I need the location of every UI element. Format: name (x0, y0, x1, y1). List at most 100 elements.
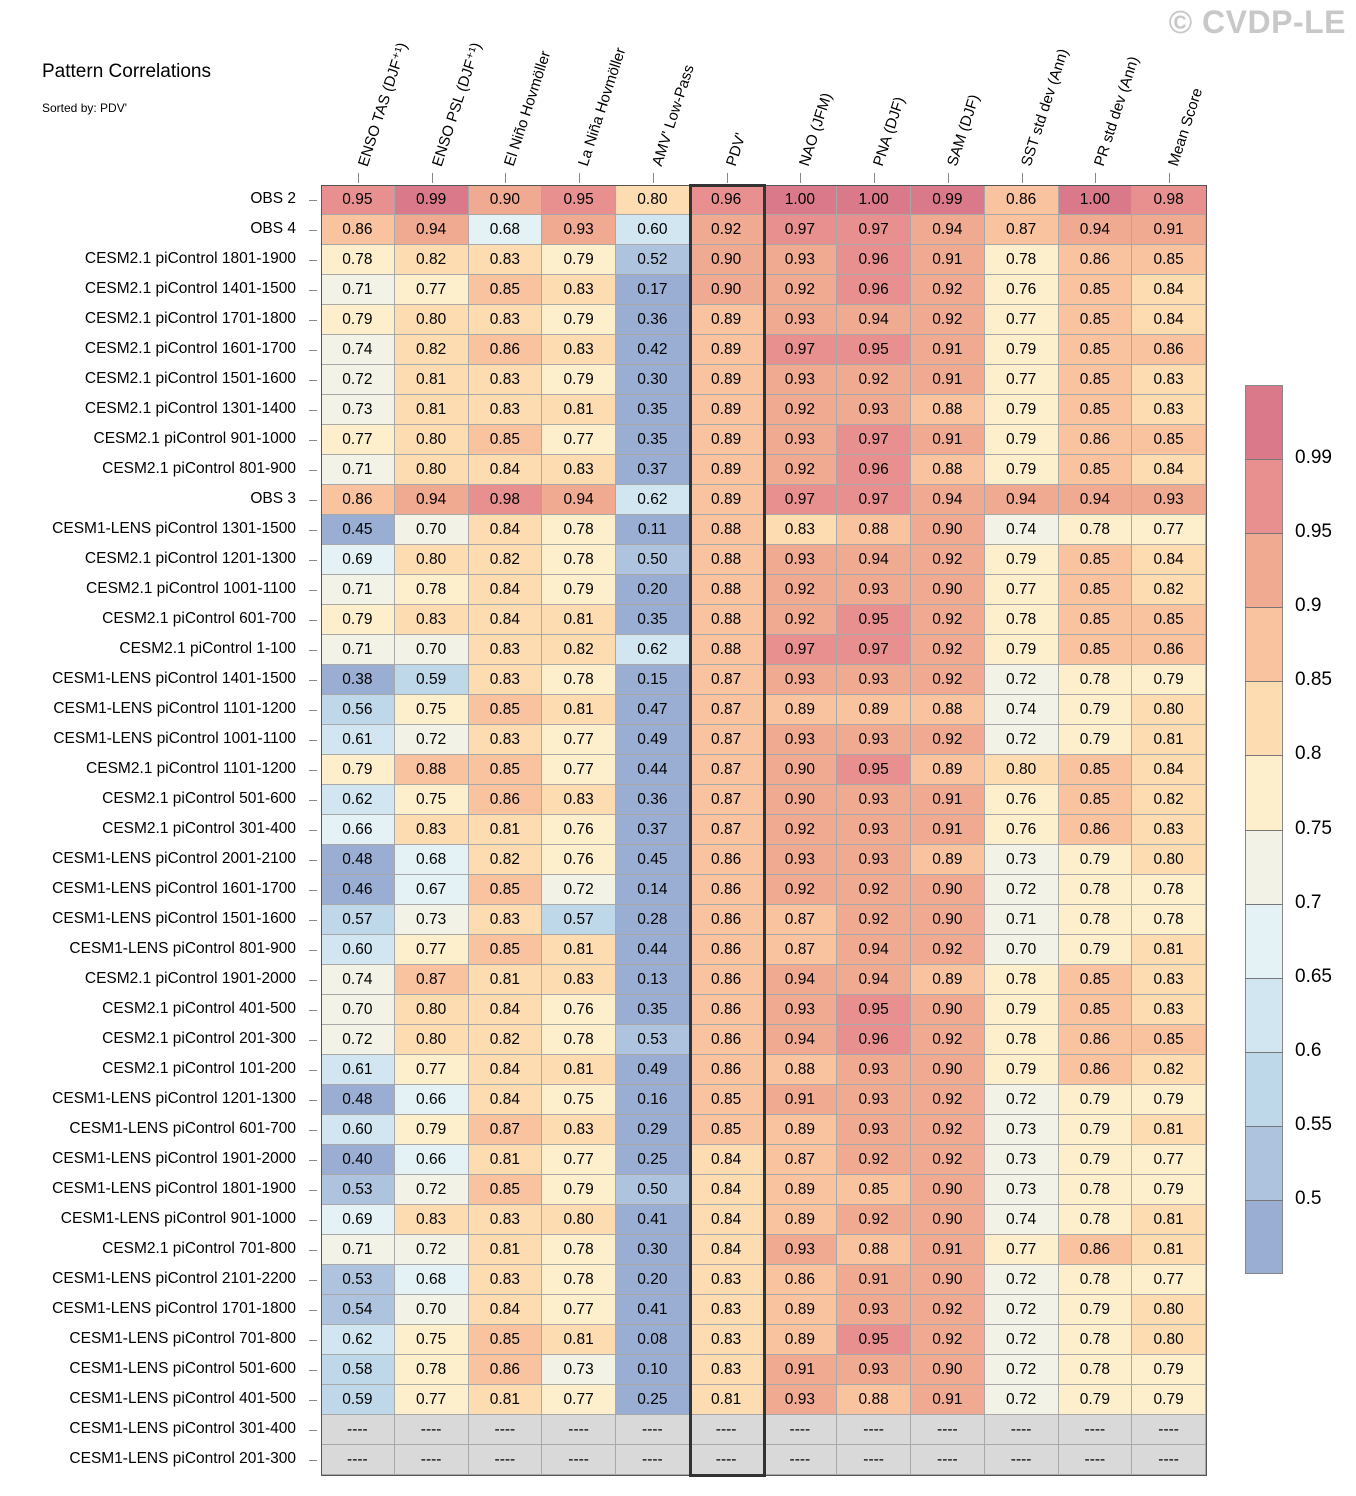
heatmap-cell: 0.52 (616, 245, 690, 275)
row-label-tick (309, 770, 317, 771)
row-label: CESM2.1 piControl 301-400 (102, 820, 296, 837)
heatmap-cell: 0.78 (542, 545, 616, 575)
heatmap-cell: 0.42 (616, 335, 690, 365)
heatmap-cell: 0.83 (542, 275, 616, 305)
heatmap-cell: 0.93 (763, 665, 838, 695)
heatmap-cell: 0.81 (394, 395, 469, 425)
heatmap-cell: 0.59 (321, 1385, 395, 1415)
heatmap-cell: 0.93 (763, 1235, 838, 1265)
heatmap-cell: 0.59 (394, 665, 469, 695)
heatmap-cell: 0.78 (1058, 1325, 1133, 1355)
column-header: ENSO TAS (DJF⁺¹) (354, 40, 411, 169)
row-label-tick (309, 1190, 317, 1191)
heatmap-cell: 0.61 (321, 725, 395, 755)
row-label: CESM2.1 piControl 601-700 (102, 610, 296, 627)
heatmap-cell: 0.91 (763, 1085, 838, 1115)
heatmap-cell: 0.70 (394, 515, 469, 545)
row-label: CESM2.1 piControl 1101-1200 (86, 760, 296, 777)
column-header: SAM (DJF) (943, 92, 983, 169)
heatmap-cell: 0.62 (616, 485, 690, 515)
heatmap-cell: 0.60 (616, 215, 690, 245)
heatmap-cell: 0.93 (837, 665, 911, 695)
heatmap-cell: 0.92 (911, 275, 985, 305)
heatmap-cell: 0.77 (542, 1385, 616, 1415)
chart-subtitle: Sorted by: PDV' (42, 101, 127, 115)
heatmap-cell: 0.79 (1058, 1085, 1133, 1115)
heatmap-cell: 0.89 (763, 1115, 838, 1145)
row-label-tick (309, 1310, 317, 1311)
heatmap-cell: 0.83 (468, 395, 543, 425)
heatmap-cell: 0.93 (837, 845, 911, 875)
heatmap-cell: 0.85 (1058, 395, 1133, 425)
heatmap-cell: 0.88 (689, 605, 764, 635)
heatmap-cell: 0.92 (689, 215, 764, 245)
heatmap-cell: 0.89 (689, 455, 764, 485)
heatmap-cell: 0.35 (616, 995, 690, 1025)
heatmap-cell: 0.48 (321, 845, 395, 875)
heatmap-cell: 0.79 (984, 455, 1059, 485)
heatmap-cell: 0.70 (321, 995, 395, 1025)
heatmap-cell: 0.85 (689, 1115, 764, 1145)
colorbar-tick-label: 0.65 (1295, 965, 1332, 987)
heatmap-cell: 0.77 (1132, 515, 1206, 545)
heatmap-cell: 0.93 (837, 395, 911, 425)
heatmap-cell: 0.87 (394, 965, 469, 995)
heatmap-cell: 0.40 (321, 1145, 395, 1175)
colorbar-tick (1245, 1051, 1283, 1053)
heatmap-cell: 0.76 (542, 995, 616, 1025)
heatmap-cell: ---- (1058, 1445, 1133, 1475)
heatmap-cell: 0.84 (1132, 545, 1206, 575)
heatmap-cell: 0.92 (763, 275, 838, 305)
heatmap-cell: 0.79 (321, 305, 395, 335)
heatmap-cell: 0.93 (763, 545, 838, 575)
heatmap-cell: 0.91 (911, 1385, 985, 1415)
column-header-tick (505, 173, 507, 183)
heatmap-cell: 0.96 (837, 245, 911, 275)
row-label: CESM1-LENS piControl 801-900 (69, 940, 296, 957)
heatmap-cell: 0.78 (542, 1025, 616, 1055)
heatmap-cell: 0.35 (616, 395, 690, 425)
colorbar-segment (1245, 977, 1283, 1053)
heatmap-cell: 0.84 (689, 1145, 764, 1175)
heatmap-cell: 0.91 (911, 425, 985, 455)
heatmap-cell: 0.77 (321, 425, 395, 455)
heatmap-cell: 0.61 (321, 1055, 395, 1085)
heatmap-cell: 0.46 (321, 875, 395, 905)
row-label: OBS 3 (250, 490, 296, 507)
heatmap-cell: 0.83 (763, 515, 838, 545)
heatmap-cell: 0.82 (394, 245, 469, 275)
heatmap-cell: 0.79 (321, 755, 395, 785)
row-label-tick (309, 1100, 317, 1101)
watermark: © CVDP-LE (1168, 4, 1346, 40)
heatmap-cell: 0.95 (837, 995, 911, 1025)
heatmap-cell: 0.83 (1132, 965, 1206, 995)
heatmap-cell: 0.93 (837, 1295, 911, 1325)
heatmap-cell: 0.79 (984, 395, 1059, 425)
heatmap-cell: 0.94 (763, 965, 838, 995)
heatmap-cell: ---- (763, 1445, 838, 1475)
heatmap-cell: 0.54 (321, 1295, 395, 1325)
heatmap-cell: 0.80 (1132, 1325, 1206, 1355)
heatmap-cell: 0.78 (1058, 1265, 1133, 1295)
row-label: CESM1-LENS piControl 501-600 (69, 1360, 296, 1377)
heatmap-cell: 0.86 (468, 785, 543, 815)
heatmap-cell: 0.78 (984, 965, 1059, 995)
heatmap-cell: 0.84 (1132, 275, 1206, 305)
heatmap-cell: 0.85 (468, 755, 543, 785)
heatmap-cell: 0.86 (1058, 425, 1133, 455)
heatmap-cell: 0.78 (984, 605, 1059, 635)
heatmap-cell: 0.92 (763, 575, 838, 605)
heatmap-cell: 0.73 (984, 1175, 1059, 1205)
heatmap-cell: 0.94 (394, 215, 469, 245)
heatmap-cell: 0.88 (394, 755, 469, 785)
row-label-tick (309, 260, 317, 261)
heatmap-cell: 0.77 (542, 725, 616, 755)
heatmap-cell: 0.88 (837, 1235, 911, 1265)
heatmap-cell: 0.93 (837, 815, 911, 845)
heatmap-cell: 0.72 (984, 1085, 1059, 1115)
heatmap-cell: 0.84 (1132, 755, 1206, 785)
heatmap-cell: 0.71 (321, 455, 395, 485)
row-label-tick (309, 290, 317, 291)
row-label-tick (309, 650, 317, 651)
column-header-tick (1021, 173, 1023, 183)
